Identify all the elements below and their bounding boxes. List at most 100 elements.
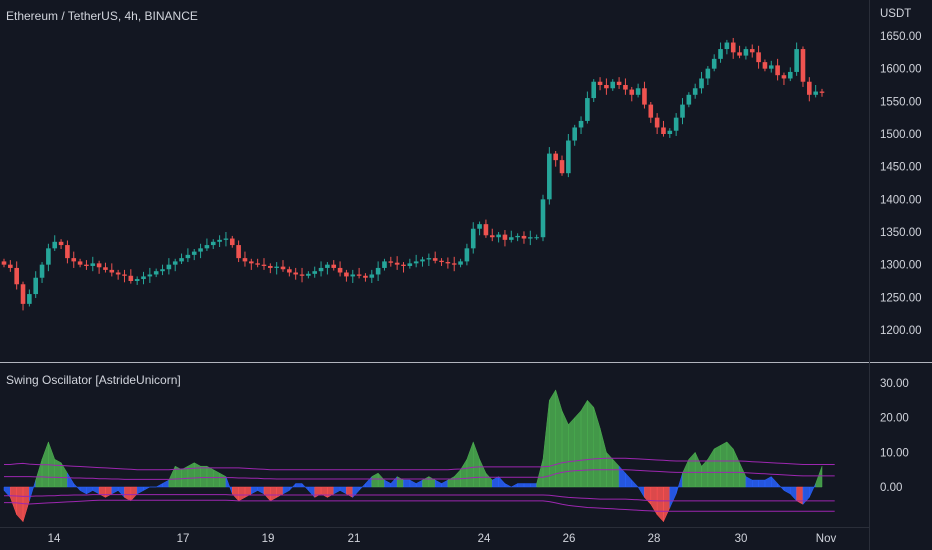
time-axis[interactable]: 14 17 19 21 24 26 28 30 Nov — [48, 533, 837, 545]
price-tick-label: 1300.00 — [880, 260, 922, 272]
candle-body — [623, 85, 628, 90]
candle-body — [109, 269, 115, 273]
price-tick-label: 1650.00 — [880, 31, 922, 43]
oscillator-segment — [365, 475, 373, 488]
candle-body — [356, 274, 362, 276]
oscillator-tick-label: 20.00 — [880, 413, 909, 425]
candle-body — [369, 274, 375, 278]
candle-body — [96, 263, 102, 268]
candle-body — [312, 271, 318, 274]
candle-body — [14, 267, 19, 285]
oscillator-segment — [377, 472, 385, 488]
oscillator-segment — [764, 476, 772, 488]
oscillator-segment — [295, 483, 303, 488]
price-tick-label: 1200.00 — [880, 325, 922, 337]
candle-body — [610, 81, 616, 89]
candle-body — [217, 239, 222, 242]
candle-body — [749, 49, 755, 53]
candle-body — [210, 241, 216, 246]
price-axis[interactable]: 1650.00 1600.00 1550.00 1500.00 1450.00 1400.… — [880, 31, 922, 337]
candle-body — [299, 274, 305, 276]
candle-body — [591, 81, 597, 99]
oscillator-segment — [384, 479, 392, 488]
candle-body — [401, 264, 406, 266]
time-tick-label: 19 — [262, 533, 275, 545]
oscillator-segment — [301, 482, 309, 492]
oscillator-segment — [428, 476, 436, 488]
price-tick-label: 1500.00 — [880, 129, 922, 141]
candle-body — [134, 279, 140, 281]
oscillator-segment — [143, 486, 150, 491]
candle-body — [318, 267, 324, 272]
oscillator-segment — [656, 486, 664, 523]
symbol-title[interactable]: Ethereum / TetherUS, 4h, BINANCE — [6, 9, 198, 23]
candle-body — [388, 261, 394, 263]
time-tick-label: 30 — [735, 533, 748, 545]
oscillator-segment — [130, 486, 138, 502]
oscillator-segment — [29, 479, 36, 501]
oscillator-segment — [16, 486, 24, 523]
oscillator-segment — [498, 475, 506, 488]
candle-body — [268, 265, 273, 268]
oscillator-segment — [637, 486, 645, 499]
time-tick-label: 26 — [563, 533, 576, 545]
candle-body — [306, 273, 311, 276]
candle-body — [489, 235, 495, 238]
candle-body — [128, 275, 134, 281]
price-tick-label: 1550.00 — [880, 96, 922, 108]
candle-body — [179, 258, 184, 262]
oscillator-segment — [511, 483, 518, 488]
oscillator-segment — [54, 458, 62, 488]
oscillator-segment — [466, 441, 474, 488]
oscillator-segment — [415, 479, 423, 488]
candle-body — [813, 91, 818, 95]
candle-body — [90, 263, 96, 266]
oscillator-segment — [276, 486, 284, 498]
oscillator-segment — [485, 472, 493, 488]
oscillator-segment — [688, 451, 696, 488]
candle-body — [547, 153, 552, 200]
candle-body — [616, 81, 622, 85]
oscillator-tick-label: 10.00 — [880, 447, 909, 459]
price-candles — [1, 37, 825, 311]
oscillator-segment — [238, 486, 246, 502]
candle-body — [350, 274, 356, 277]
candle-body — [331, 264, 337, 268]
oscillator-tick-label: 0.00 — [880, 482, 902, 494]
oscillator-area — [3, 389, 823, 523]
candle-body — [768, 65, 774, 69]
oscillator-axis[interactable]: 30.00 20.00 10.00 0.00 — [880, 378, 909, 494]
candle-body — [680, 104, 685, 118]
oscillator-segment — [434, 479, 442, 488]
candle-body — [337, 267, 343, 273]
oscillator-segment — [517, 483, 525, 488]
oscillator-segment — [580, 399, 588, 488]
candle-body — [325, 264, 330, 268]
candle-body — [724, 42, 730, 50]
candle-body — [718, 49, 723, 59]
oscillator-segment — [644, 486, 652, 505]
oscillator-segment — [758, 479, 766, 488]
candle-body — [673, 117, 679, 131]
candle-body — [661, 127, 666, 134]
oscillator-segment — [726, 441, 734, 488]
oscillator-segment — [10, 486, 17, 515]
oscillator-segment — [200, 465, 208, 488]
oscillator-segment — [117, 486, 125, 499]
oscillator-segment — [409, 479, 417, 488]
candle-body — [287, 269, 292, 273]
candle-body — [756, 52, 761, 63]
candle-body — [33, 277, 39, 295]
oscillator-segment — [136, 486, 144, 495]
oscillator-segment — [327, 486, 334, 498]
oscillator-segment — [694, 452, 702, 488]
candle-body — [585, 98, 590, 121]
time-tick-label: Nov — [816, 533, 837, 545]
candle-body — [344, 272, 349, 277]
candle-body — [1, 261, 7, 265]
oscillator-segment — [282, 486, 290, 495]
candle-body — [229, 238, 235, 246]
oscillator-segment — [333, 486, 341, 495]
indicator-title[interactable]: Swing Oscillator [AstrideUnicorn] — [6, 373, 181, 387]
